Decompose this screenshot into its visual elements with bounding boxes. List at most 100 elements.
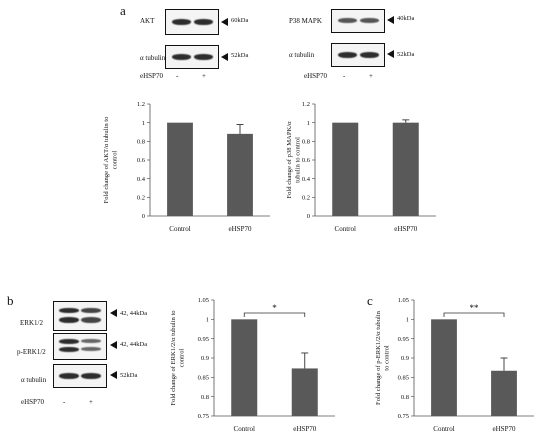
y-tick-label: 0.6 — [302, 157, 311, 164]
x-tick-label: eHSP70 — [293, 425, 316, 433]
y-tick-label: 0 — [307, 213, 310, 220]
y-tick-label: 0.9 — [401, 355, 409, 362]
panel-letter-a: a — [120, 3, 126, 18]
x-tick-label: eHSP70 — [229, 225, 252, 233]
akt-tubulin-label: α tubulin — [140, 54, 166, 62]
bar-ehsp70 — [291, 368, 318, 416]
blot-band — [81, 373, 101, 379]
significance-bracket — [243, 312, 306, 317]
significance-marker: * — [272, 303, 277, 313]
y-tick-label: 0.2 — [302, 195, 310, 202]
y-tick-label: 0.4 — [137, 176, 146, 183]
blot-band — [81, 347, 101, 351]
p38-chart: 0 0.2 0.4 0.6 0.8 1 1.2 Control eHSP70 Fold chang… — [286, 101, 436, 233]
arrow-marker-icon — [221, 53, 228, 61]
arrow-marker-icon — [110, 341, 117, 349]
treatment-label: eHSP70 — [21, 398, 44, 406]
y-tick-label: 1.2 — [137, 101, 145, 108]
bar-ehsp70 — [491, 370, 517, 416]
arrow-marker-icon — [221, 18, 228, 26]
akt-label: AKT — [140, 17, 155, 25]
y-tick-label: 1 — [142, 120, 145, 127]
blot-band — [172, 54, 191, 60]
panel-letter-b: b — [7, 293, 14, 308]
y-tick-label: 0.8 — [137, 139, 145, 146]
y-tick-label: 0.6 — [137, 157, 146, 164]
x-tick-label: Control — [169, 225, 190, 233]
y-tick-label: 0.75 — [198, 413, 209, 420]
y-tick-label: 0.95 — [398, 336, 409, 343]
lane-minus: - — [63, 398, 66, 406]
y-tick-label: 0.2 — [137, 195, 145, 202]
akt-kda: 60kDa — [231, 17, 249, 24]
x-tick-label: Control — [433, 425, 454, 433]
blot-band — [81, 317, 101, 323]
erk-label: ERK1/2 — [20, 319, 43, 327]
lane-plus: + — [89, 398, 93, 406]
akt-blot-image — [165, 9, 219, 35]
p38-tubulin-label: α tubulin — [289, 51, 315, 59]
blot-band — [194, 19, 213, 25]
perk-blot-image — [53, 333, 107, 360]
bar-control — [431, 319, 457, 416]
x-tick-label: eHSP70 — [493, 425, 516, 433]
y-axis-label: Fold change of ERK1/2/α tubulin to contro… — [170, 310, 186, 406]
treatment-label: eHSP70 — [140, 72, 163, 80]
p38-tubulin-kda: 52kDa — [397, 51, 415, 58]
lane-plus: + — [202, 72, 206, 80]
treatment-label: eHSP70 — [304, 72, 327, 80]
panel-letter-c: c — [367, 293, 373, 308]
lane-minus: - — [176, 72, 179, 80]
perk-kda: 42, 44kDa — [120, 341, 148, 348]
akt-tubulin-blot-image — [165, 45, 219, 69]
erk-tubulin-blot-image — [53, 364, 107, 388]
lane-plus: + — [369, 72, 373, 80]
significance-marker: ** — [470, 303, 480, 313]
blot-band — [59, 373, 79, 379]
p38-tubulin-blot-image — [331, 43, 385, 67]
arrow-marker-icon — [110, 309, 117, 317]
blot-band — [338, 52, 357, 58]
y-tick-label: 0.8 — [401, 394, 409, 401]
y-tick-label: 1 — [406, 317, 409, 324]
x-tick-label: eHSP70 — [394, 225, 417, 233]
y-tick-label: 1.05 — [398, 297, 409, 304]
erk-blot-image — [53, 301, 107, 331]
erk-tubulin-kda: 52kDa — [120, 372, 138, 379]
bar-ehsp70 — [227, 133, 253, 216]
arrow-marker-icon — [387, 50, 394, 58]
y-tick-label: 0.95 — [198, 336, 209, 343]
bar-control — [332, 122, 359, 216]
y-axis-label: Fold change of AKT/α tubulin to control — [103, 116, 119, 203]
blot-band — [81, 308, 101, 313]
y-tick-label: 1.05 — [198, 297, 209, 304]
significance-bracket — [443, 312, 505, 317]
akt-tubulin-kda: 52kDa — [231, 52, 249, 59]
blot-band — [59, 317, 79, 323]
arrow-marker-icon — [110, 371, 117, 379]
y-tick-label: 0 — [142, 213, 145, 220]
akt-chart: 0 0.2 0.4 0.6 0.8 1 1.2 Control eHSP70 Fold chang… — [103, 101, 270, 233]
y-tick-label: 0.75 — [398, 413, 409, 420]
bar-ehsp70 — [392, 122, 419, 216]
y-tick-label: 1 — [307, 120, 310, 127]
bar-control — [231, 319, 258, 416]
y-tick-label: 0.8 — [201, 394, 209, 401]
blot-band — [360, 52, 379, 58]
x-tick-label: Control — [335, 225, 356, 233]
y-tick-label: 0.4 — [302, 176, 311, 183]
blot-band — [360, 18, 379, 23]
blot-band — [172, 19, 191, 25]
y-tick-label: 0.85 — [198, 375, 209, 382]
arrow-marker-icon — [387, 16, 394, 24]
blot-band — [338, 18, 357, 23]
p38-label: P38 MAPK — [289, 17, 322, 25]
x-tick-label: Control — [234, 425, 255, 433]
erk-chart: 0.75 0.8 0.85 0.9 0.95 1 1.05 Control eHSP70 Fold… — [170, 297, 335, 433]
y-tick-label: 0.85 — [398, 375, 409, 382]
y-tick-label: 0.9 — [201, 355, 209, 362]
y-axis-label: Fold change of p38 MAPK/α tubulin to cont… — [286, 121, 302, 199]
erk-kda: 42, 44kDa — [120, 310, 148, 317]
bar-control — [167, 122, 193, 216]
